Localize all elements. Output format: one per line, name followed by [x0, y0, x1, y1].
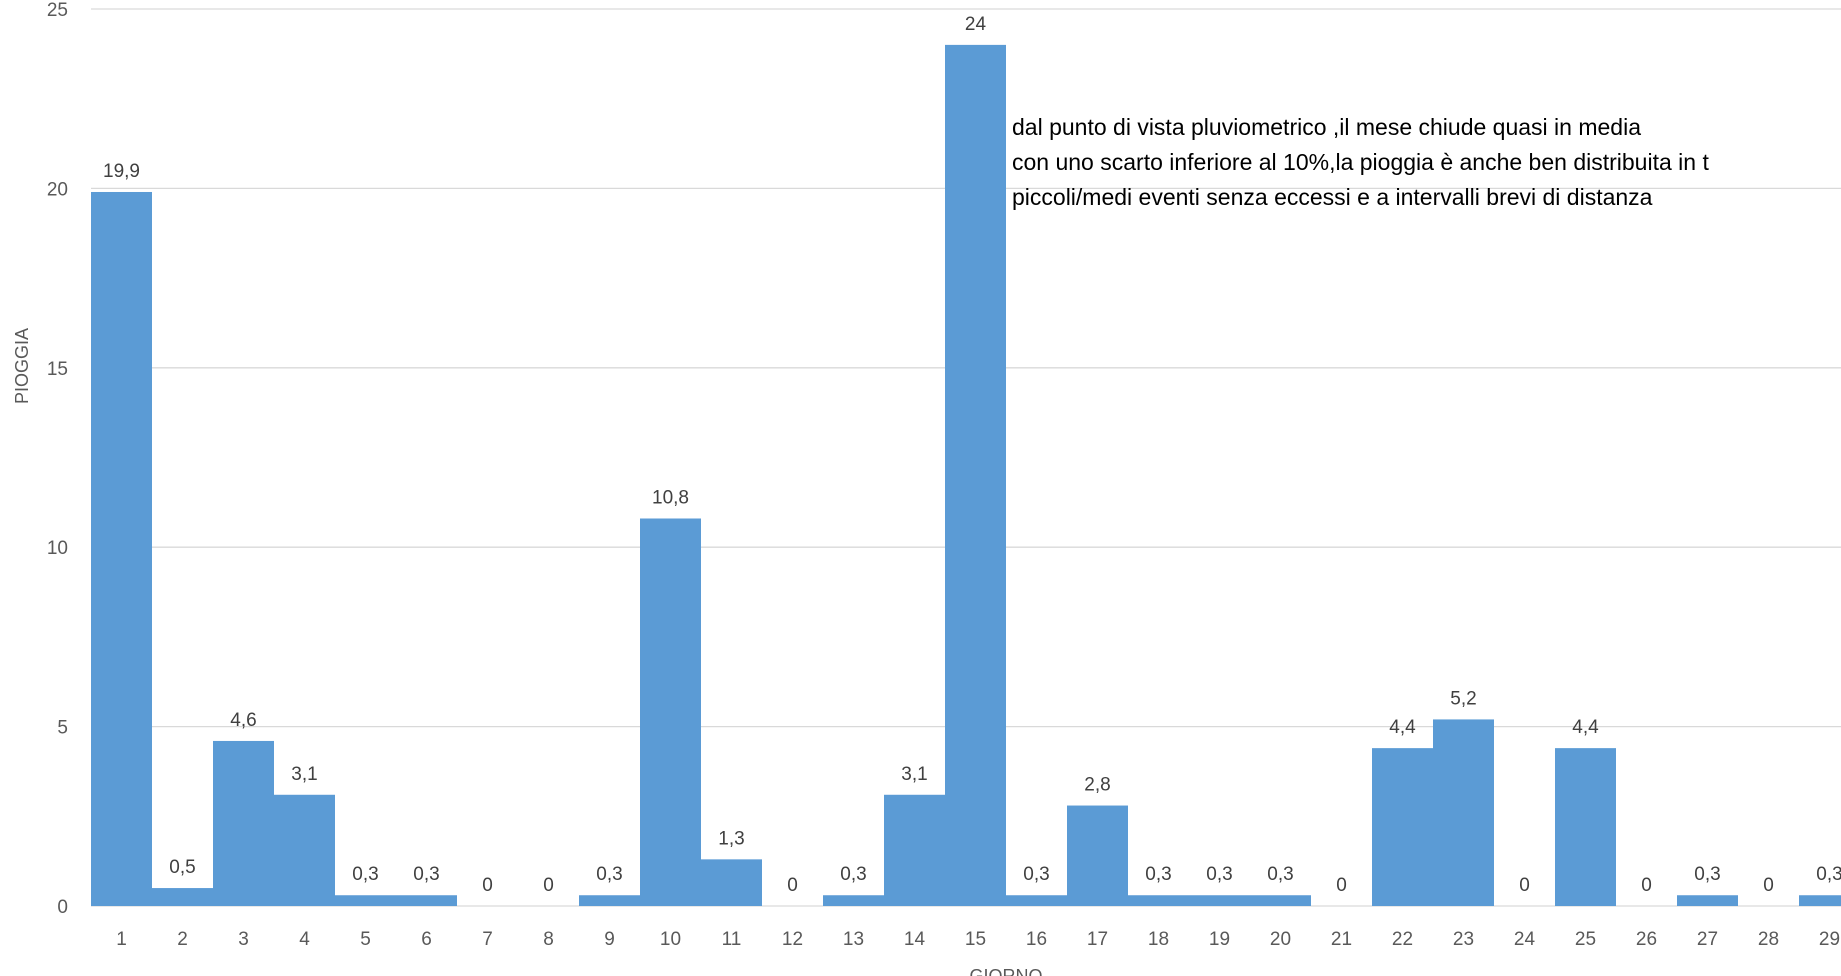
data-label-day-29: 0,3: [1816, 864, 1841, 885]
x-tick-label-28: 28: [1758, 929, 1779, 950]
bar-day-10: [640, 518, 701, 906]
x-tick-label-19: 19: [1209, 929, 1230, 950]
x-tick-label-2: 2: [177, 929, 188, 950]
x-tick-label-26: 26: [1636, 929, 1657, 950]
data-label-day-23: 5,2: [1450, 688, 1476, 709]
bar-day-27: [1677, 895, 1738, 906]
bar-day-1: [91, 191, 152, 906]
bar-day-23: [1433, 719, 1494, 906]
data-label-day-17: 2,8: [1084, 775, 1110, 796]
data-label-day-28: 0: [1763, 875, 1774, 896]
data-label-day-7: 0: [482, 875, 493, 896]
chart-annotation: dal punto di vista pluviometrico ,il mes…: [1012, 110, 1832, 220]
data-label-day-10: 10,8: [652, 487, 689, 508]
x-axis-title: GIORNO: [969, 966, 1042, 976]
bar-day-14: [884, 794, 945, 906]
x-tick-label-22: 22: [1392, 929, 1413, 950]
bar-day-3: [213, 740, 274, 906]
x-tick-label-6: 6: [421, 929, 432, 950]
bar-day-5: [335, 895, 396, 906]
data-label-day-11: 1,3: [718, 828, 744, 849]
data-label-day-9: 0,3: [596, 864, 622, 885]
data-label-day-6: 0,3: [413, 864, 439, 885]
x-tick-label-17: 17: [1087, 929, 1108, 950]
bar-day-29: [1799, 895, 1841, 906]
data-label-day-1: 19,9: [103, 161, 140, 182]
data-label-day-25: 4,4: [1572, 717, 1599, 738]
x-tick-label-12: 12: [782, 929, 803, 950]
x-tick-label-15: 15: [965, 929, 986, 950]
data-label-day-22: 4,4: [1389, 717, 1416, 738]
bar-day-18: [1128, 895, 1189, 906]
bar-day-15: [945, 44, 1006, 906]
x-tick-label-25: 25: [1575, 929, 1596, 950]
bar-day-25: [1555, 748, 1616, 906]
bars: [91, 44, 1841, 906]
annotation-line-3: piccoli/medi eventi senza eccessi e a in…: [1012, 184, 1653, 210]
y-tick-label: 10: [47, 538, 68, 559]
bar-day-2: [152, 888, 213, 906]
x-tick-label-18: 18: [1148, 929, 1169, 950]
bar-day-9: [579, 895, 640, 906]
data-label-day-15: 24: [965, 14, 987, 35]
data-label-day-14: 3,1: [901, 764, 927, 785]
x-tick-label-1: 1: [116, 929, 127, 950]
data-label-day-27: 0,3: [1694, 864, 1720, 885]
x-tick-label-11: 11: [722, 929, 742, 950]
bar-day-4: [274, 794, 335, 906]
bar-day-6: [396, 895, 457, 906]
data-label-day-21: 0: [1336, 875, 1347, 896]
y-tick-label: 15: [47, 359, 68, 380]
data-label-day-24: 0: [1519, 875, 1530, 896]
data-label-day-2: 0,5: [169, 857, 195, 878]
x-tick-label-8: 8: [543, 929, 554, 950]
data-label-day-12: 0: [787, 875, 798, 896]
data-label-day-19: 0,3: [1206, 864, 1232, 885]
x-tick-label-24: 24: [1514, 929, 1536, 950]
x-tick-label-3: 3: [238, 929, 249, 950]
y-tick-label: 25: [47, 0, 68, 21]
bar-day-13: [823, 895, 884, 906]
data-label-day-18: 0,3: [1145, 864, 1171, 885]
x-tick-label-29: 29: [1819, 929, 1840, 950]
x-tick-label-21: 21: [1331, 929, 1352, 950]
x-tick-label-10: 10: [660, 929, 681, 950]
x-tick-label-20: 20: [1270, 929, 1291, 950]
data-label-day-20: 0,3: [1267, 864, 1293, 885]
bar-day-16: [1006, 895, 1067, 906]
x-tick-label-14: 14: [904, 929, 926, 950]
bar-day-22: [1372, 748, 1433, 906]
annotation-line-2: con uno scarto inferiore al 10%,la piogg…: [1012, 149, 1709, 175]
y-tick-label: 0: [57, 897, 68, 918]
x-tick-label-27: 27: [1697, 929, 1718, 950]
bar-day-19: [1189, 895, 1250, 906]
x-axis-ticks: 1 2 3 4 5 6 7 8 9 10 11 12 13 14 15 16 17 18 19 20 21 22 23 24 2…: [116, 929, 1840, 950]
data-label-day-26: 0: [1641, 875, 1652, 896]
bar-day-17: [1067, 805, 1128, 906]
y-tick-label: 20: [47, 179, 68, 200]
data-labels: 19,9 0,5 4,6 3,1 0,3 0,3 0 0 0,3 10,8 1,3 0 0,3 3,1 24…: [103, 14, 1841, 896]
bar-day-11: [701, 859, 762, 906]
data-label-day-13: 0,3: [840, 864, 866, 885]
x-tick-label-4: 4: [299, 929, 310, 950]
x-tick-label-16: 16: [1026, 929, 1047, 950]
data-label-day-8: 0: [543, 875, 554, 896]
data-label-day-16: 0,3: [1023, 864, 1049, 885]
data-label-day-3: 4,6: [230, 710, 256, 731]
y-axis-ticks: 0 5 10 15 20 25: [47, 0, 68, 918]
x-tick-label-9: 9: [604, 929, 615, 950]
data-label-day-5: 0,3: [352, 864, 378, 885]
data-label-day-4: 3,1: [291, 764, 317, 785]
x-tick-label-7: 7: [482, 929, 493, 950]
x-tick-label-13: 13: [843, 929, 864, 950]
x-tick-label-5: 5: [360, 929, 371, 950]
y-tick-label: 5: [57, 718, 68, 739]
x-tick-label-23: 23: [1453, 929, 1474, 950]
annotation-line-1: dal punto di vista pluviometrico ,il mes…: [1012, 114, 1641, 140]
bar-day-20: [1250, 895, 1311, 906]
y-axis-title: PIOGGIA: [12, 328, 32, 404]
